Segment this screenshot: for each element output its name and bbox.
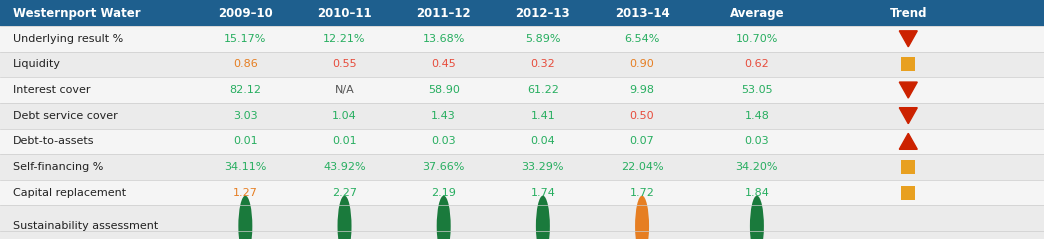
Text: 10.70%: 10.70% (736, 34, 778, 44)
Text: 0.32: 0.32 (530, 60, 555, 70)
FancyBboxPatch shape (0, 0, 1044, 26)
Polygon shape (899, 82, 918, 98)
Text: 61.22: 61.22 (527, 85, 559, 95)
Text: 1.84: 1.84 (744, 188, 769, 198)
Text: 15.17%: 15.17% (224, 34, 266, 44)
Text: 58.90: 58.90 (428, 85, 459, 95)
Text: 0.01: 0.01 (332, 136, 357, 146)
Polygon shape (899, 31, 918, 47)
Text: 0.62: 0.62 (744, 60, 769, 70)
Text: 34.11%: 34.11% (224, 162, 266, 172)
Text: Trend: Trend (889, 6, 927, 20)
Text: Liquidity: Liquidity (13, 60, 61, 70)
Text: 1.48: 1.48 (744, 111, 769, 121)
Text: 2013–14: 2013–14 (615, 6, 669, 20)
Ellipse shape (337, 196, 352, 239)
Text: 22.04%: 22.04% (621, 162, 663, 172)
Text: 34.20%: 34.20% (736, 162, 778, 172)
Ellipse shape (238, 196, 253, 239)
Polygon shape (899, 108, 918, 124)
Text: Self-financing %: Self-financing % (13, 162, 103, 172)
Text: 2.27: 2.27 (332, 188, 357, 198)
Text: Debt service cover: Debt service cover (13, 111, 117, 121)
Text: 1.04: 1.04 (332, 111, 357, 121)
Text: 0.03: 0.03 (431, 136, 456, 146)
Text: 0.90: 0.90 (630, 60, 655, 70)
Text: 37.66%: 37.66% (423, 162, 465, 172)
FancyBboxPatch shape (0, 180, 1044, 205)
Text: 5.89%: 5.89% (525, 34, 561, 44)
Text: 2009–10: 2009–10 (218, 6, 272, 20)
Text: 6.54%: 6.54% (624, 34, 660, 44)
FancyBboxPatch shape (0, 52, 1044, 77)
Text: 2010–11: 2010–11 (317, 6, 372, 20)
Text: 43.92%: 43.92% (324, 162, 365, 172)
Text: 1.27: 1.27 (233, 188, 258, 198)
Text: 0.07: 0.07 (630, 136, 655, 146)
Text: 1.43: 1.43 (431, 111, 456, 121)
FancyBboxPatch shape (901, 57, 916, 71)
FancyBboxPatch shape (0, 103, 1044, 129)
Text: Debt-to-assets: Debt-to-assets (13, 136, 94, 146)
Text: 0.45: 0.45 (431, 60, 456, 70)
Text: 1.41: 1.41 (530, 111, 555, 121)
Ellipse shape (436, 196, 451, 239)
Text: 2.19: 2.19 (431, 188, 456, 198)
Ellipse shape (750, 196, 764, 239)
Text: 0.55: 0.55 (332, 60, 357, 70)
Text: Interest cover: Interest cover (13, 85, 90, 95)
Text: 1.72: 1.72 (630, 188, 655, 198)
Text: Average: Average (730, 6, 784, 20)
Text: 82.12: 82.12 (230, 85, 261, 95)
Polygon shape (899, 133, 918, 149)
Text: 53.05: 53.05 (741, 85, 773, 95)
Text: 0.86: 0.86 (233, 60, 258, 70)
Text: Underlying result %: Underlying result % (13, 34, 123, 44)
Ellipse shape (536, 196, 550, 239)
Text: N/A: N/A (335, 85, 354, 95)
Text: 12.21%: 12.21% (324, 34, 365, 44)
Text: Westernport Water: Westernport Water (13, 6, 140, 20)
Text: 13.68%: 13.68% (423, 34, 465, 44)
Text: 3.03: 3.03 (233, 111, 258, 121)
Text: 33.29%: 33.29% (522, 162, 564, 172)
FancyBboxPatch shape (0, 213, 1044, 239)
Text: 9.98: 9.98 (630, 85, 655, 95)
Text: 1.74: 1.74 (530, 188, 555, 198)
Text: 0.03: 0.03 (744, 136, 769, 146)
Text: 2011–12: 2011–12 (417, 6, 471, 20)
FancyBboxPatch shape (901, 185, 916, 200)
Text: 0.04: 0.04 (530, 136, 555, 146)
FancyBboxPatch shape (0, 77, 1044, 103)
FancyBboxPatch shape (0, 129, 1044, 154)
Text: Capital replacement: Capital replacement (13, 188, 125, 198)
Text: Sustainability assessment: Sustainability assessment (13, 221, 158, 231)
Text: 2012–13: 2012–13 (516, 6, 570, 20)
Text: 0.50: 0.50 (630, 111, 655, 121)
FancyBboxPatch shape (0, 26, 1044, 52)
Ellipse shape (635, 196, 649, 239)
Text: 0.01: 0.01 (233, 136, 258, 146)
FancyBboxPatch shape (901, 160, 916, 174)
FancyBboxPatch shape (0, 154, 1044, 180)
